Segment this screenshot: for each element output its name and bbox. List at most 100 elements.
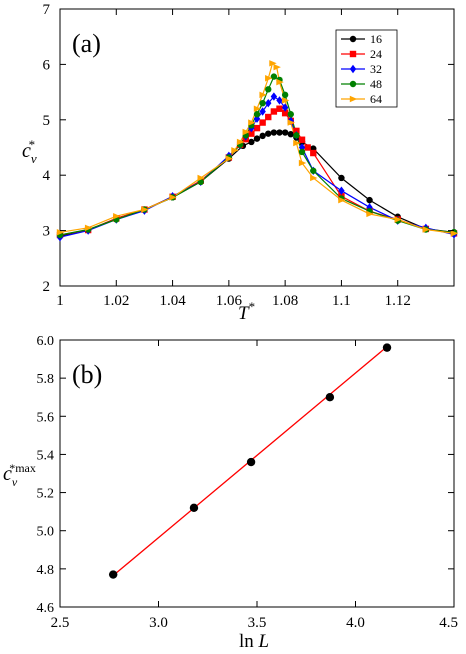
- x-tick-label: 1.06: [216, 293, 243, 309]
- series-48-point: [293, 132, 300, 139]
- series-64-point: [248, 119, 256, 126]
- panel-b-label: (b): [72, 360, 102, 389]
- panel-b-ticks: 2.5 3.0 3.5 4.0 4.5 4.6 4.8 5.0 5.2 5.4 5.6 5.8 6.0: [37, 334, 459, 631]
- series-64-point: [231, 147, 239, 154]
- series-64-point: [273, 63, 281, 71]
- series-64-point: [141, 206, 149, 213]
- series-48-point: [265, 86, 272, 93]
- legend-48-label: 48: [370, 77, 382, 91]
- series-64-point: [422, 226, 431, 233]
- series-32-point: [265, 98, 272, 108]
- series-32-point: [281, 103, 289, 112]
- x-tick-label: 3.0: [149, 615, 168, 631]
- y-tick-label: 4.8: [37, 563, 55, 578]
- series-16-point: [338, 174, 345, 182]
- y-tick-label: 5.4: [37, 448, 55, 463]
- y-tick-label: 5: [43, 113, 51, 129]
- series-24-point: [259, 119, 266, 126]
- series-16-point: [270, 129, 278, 136]
- series-24-point: [298, 136, 306, 143]
- panel-b-content: [108, 343, 392, 579]
- series-48-point: [281, 91, 289, 99]
- x-tick-label: 4.0: [346, 615, 365, 631]
- series-64-point: [298, 159, 307, 167]
- y-tick-label: 5.6: [37, 410, 55, 425]
- x-tick-label: 2.5: [51, 615, 70, 631]
- series-64-point: [450, 230, 459, 237]
- series-64-point: [259, 91, 267, 99]
- series-64-point: [84, 224, 93, 232]
- series-32-point: [338, 186, 345, 195]
- panel-a-ticks: 1 1.02 1.04 1.06 1.08 1.1 1.12 2 3 4 5 6 7: [43, 2, 454, 309]
- series-32-point: [276, 96, 283, 105]
- series-24-point: [293, 127, 300, 135]
- x-tick-label: 1: [56, 293, 64, 309]
- y-tick-label: 7: [43, 2, 51, 18]
- x-tick-label: 4.5: [439, 615, 458, 631]
- series-16-point: [248, 138, 255, 146]
- series-16-point: [281, 129, 289, 136]
- data-point: [382, 343, 392, 352]
- legend-24-label: 24: [370, 47, 382, 61]
- legend-16-label: 16: [370, 32, 382, 46]
- series-64-point: [236, 138, 245, 146]
- series-48-point: [253, 111, 261, 118]
- panel-b-xlabel: ln L: [239, 631, 269, 652]
- legend-16-marker: [349, 35, 357, 43]
- series-64-point: [394, 216, 402, 223]
- x-tick-label: 1.02: [103, 293, 129, 309]
- series-48-point: [310, 167, 317, 174]
- series-64-point: [293, 139, 301, 147]
- series-64-point: [113, 212, 121, 220]
- series-16-point: [265, 130, 272, 137]
- y-tick-label: 6.0: [37, 334, 55, 349]
- series-24-point: [253, 124, 261, 132]
- y-tick-label: 2: [43, 279, 51, 295]
- data-point: [325, 393, 335, 402]
- legend-48-marker: [349, 80, 357, 88]
- series-16-point: [253, 135, 261, 142]
- series-48-point: [270, 73, 278, 80]
- series-32-point: [270, 92, 278, 101]
- panel-a-chart: 1 1.02 1.04 1.06 1.08 1.1 1.12 2 3 4 5 6 7 (a) 16243…: [22, 2, 459, 324]
- x-tick-label: 1.08: [272, 293, 298, 309]
- series-64-point: [281, 97, 290, 104]
- y-tick-label: 4.6: [37, 601, 55, 616]
- y-tick-label: 5.2: [37, 487, 55, 502]
- legend-24-marker: [349, 50, 357, 58]
- panel-b-chart: 2.5 3.0 3.5 4.0 4.54.64.85.05.25.45.65.86.0 …: [3, 334, 458, 652]
- series-16-point: [366, 196, 373, 204]
- series-24-point: [276, 105, 283, 112]
- y-tick-label: 4: [43, 168, 51, 184]
- legend-64-marker: [349, 95, 358, 103]
- series-64-point: [366, 210, 374, 218]
- series-32-point: [259, 107, 266, 116]
- panel-a-plot-frame: [59, 8, 455, 287]
- series-64-point: [310, 174, 318, 182]
- legend-64-label: 64: [370, 92, 382, 106]
- series-64-point: [287, 119, 295, 126]
- series-48-point: [259, 99, 266, 107]
- panel-a-label: (a): [72, 29, 101, 58]
- series-24-point: [281, 109, 289, 117]
- data-point: [108, 570, 118, 579]
- series-24-point: [265, 113, 272, 121]
- series-64-point: [269, 60, 277, 67]
- x-tick-label: 1.1: [332, 293, 351, 309]
- legend-32-label: 32: [370, 62, 382, 76]
- panel-a-series-markers: [56, 60, 459, 242]
- series-64-point: [276, 78, 284, 86]
- data-point: [246, 457, 256, 467]
- series-64-point: [225, 155, 234, 162]
- legend-32-marker: [349, 64, 357, 74]
- data-point: [189, 503, 199, 513]
- series-64-point: [56, 229, 65, 236]
- series-16-point: [259, 132, 266, 140]
- series-16-point: [287, 131, 294, 138]
- panel-a-xlabel: T*: [238, 299, 255, 324]
- series-48-point: [298, 148, 306, 156]
- series-16-point: [276, 129, 283, 136]
- series-64-point: [265, 75, 273, 82]
